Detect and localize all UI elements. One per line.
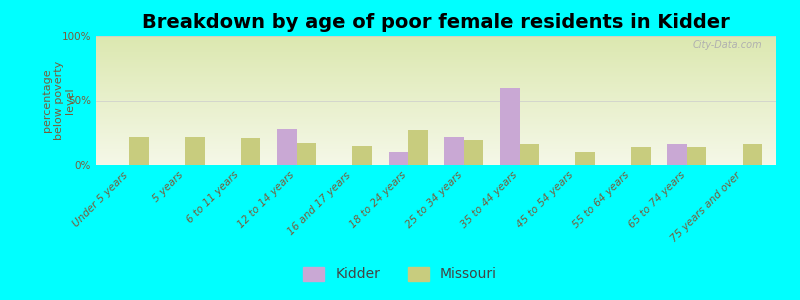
Title: Breakdown by age of poor female residents in Kidder: Breakdown by age of poor female resident… (142, 13, 730, 32)
Bar (389, 152, 408, 165)
Bar (575, 152, 595, 165)
Bar (444, 136, 464, 165)
Bar (241, 138, 261, 165)
Text: City-Data.com: City-Data.com (693, 40, 762, 50)
Bar (520, 144, 539, 165)
Bar (130, 136, 149, 165)
Bar (408, 130, 428, 165)
Bar (687, 147, 706, 165)
Bar (667, 144, 687, 165)
Bar (500, 88, 520, 165)
Bar (352, 146, 372, 165)
Bar (185, 136, 205, 165)
Bar (464, 140, 483, 165)
Bar (277, 129, 297, 165)
Y-axis label: percentage
below poverty
level: percentage below poverty level (42, 61, 75, 140)
Bar (631, 147, 650, 165)
Bar (742, 144, 762, 165)
Legend: Kidder, Missouri: Kidder, Missouri (298, 261, 502, 287)
Bar (297, 143, 316, 165)
